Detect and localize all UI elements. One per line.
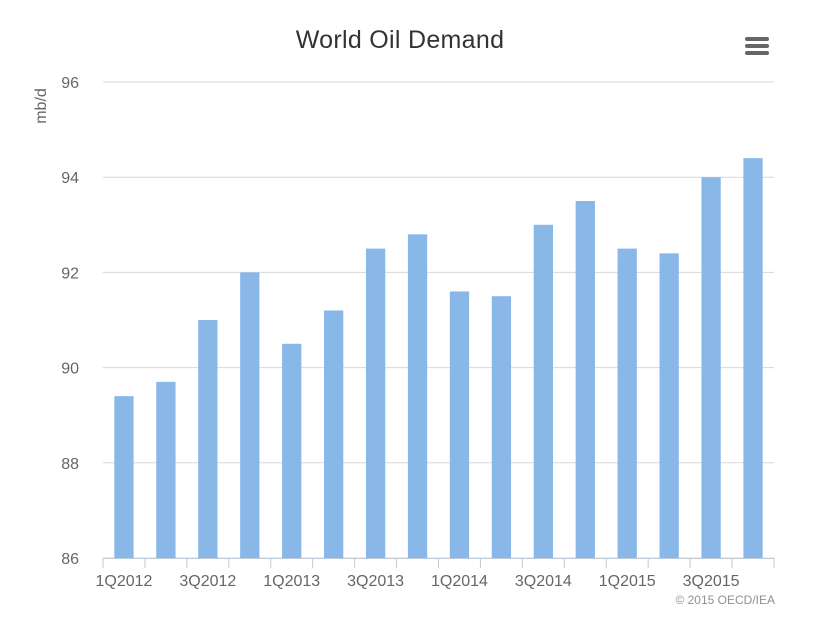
x-tick-label: 3Q2012 — [179, 573, 236, 590]
bar-4Q2014[interactable] — [575, 201, 595, 558]
y-axis-label: mb/d — [33, 88, 50, 124]
x-tick-label: 3Q2014 — [515, 573, 572, 590]
bars — [114, 158, 763, 559]
x-tick-label: 1Q2014 — [431, 573, 488, 590]
bar-3Q2015[interactable] — [701, 177, 721, 558]
bar-3Q2012[interactable] — [198, 320, 218, 558]
bar-2Q2015[interactable] — [659, 253, 679, 559]
context-menu-icon[interactable] — [741, 31, 773, 59]
menu-line — [745, 37, 769, 41]
x-tick-label: 1Q2012 — [96, 573, 153, 590]
credit-text: © 2015 OECD/IEA — [675, 593, 775, 607]
bar-4Q2012[interactable] — [240, 272, 260, 558]
bar-2Q2014[interactable] — [491, 296, 512, 558]
bar-2Q2012[interactable] — [156, 381, 176, 558]
bar-3Q2013[interactable] — [365, 248, 386, 558]
bar-1Q2015[interactable] — [617, 248, 637, 558]
y-tick-label: 88 — [61, 456, 79, 473]
bar-4Q2013[interactable] — [407, 234, 428, 558]
x-tick-label: 3Q2013 — [347, 573, 404, 590]
y-tick-label: 90 — [61, 361, 79, 378]
bar-2Q2013[interactable] — [324, 310, 344, 558]
y-axis: 86 88 90 92 94 96 — [61, 75, 79, 568]
chart-title: World Oil Demand — [295, 26, 505, 54]
y-tick-label: 86 — [61, 551, 79, 568]
bar-1Q2013[interactable] — [282, 343, 302, 558]
x-tick-label: 1Q2015 — [599, 573, 656, 590]
menu-line — [745, 44, 769, 48]
menu-line — [745, 51, 769, 55]
bar-3Q2014[interactable] — [533, 224, 553, 559]
x-tick-label: 1Q2013 — [263, 573, 320, 590]
x-tick-label: 3Q2015 — [683, 573, 740, 590]
y-tick-label: 92 — [61, 265, 79, 282]
bar-1Q2012[interactable] — [114, 396, 134, 558]
y-tick-label: 96 — [61, 75, 79, 92]
y-tick-label: 94 — [61, 170, 79, 187]
bar-4Q2015[interactable] — [743, 158, 763, 558]
x-axis: 1Q2012 3Q2012 1Q2013 3Q2013 1Q2014 3Q2014 1Q20… — [96, 558, 775, 590]
bar-1Q2014[interactable] — [449, 291, 470, 558]
